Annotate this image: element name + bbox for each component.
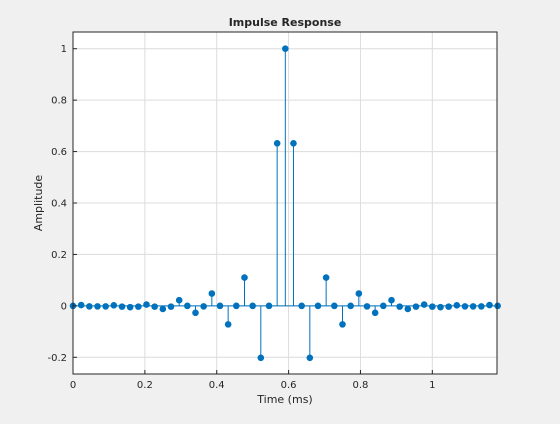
- y-tick-label: 0.4: [51, 199, 67, 210]
- y-tick-label: 0: [61, 301, 67, 312]
- stem-marker: [94, 303, 101, 310]
- stem-marker: [478, 303, 485, 310]
- stem-marker: [77, 301, 85, 309]
- stem-marker: [216, 302, 224, 310]
- stem-marker: [453, 302, 461, 309]
- stem-marker: [420, 301, 428, 308]
- stem-marker: [469, 303, 477, 310]
- x-tick-label: 1: [429, 380, 435, 391]
- stem-marker: [257, 354, 265, 362]
- y-axis-label: Amplitude: [32, 175, 45, 232]
- x-tick-label: 0.4: [209, 380, 225, 391]
- stem-marker: [494, 302, 501, 310]
- y-tick-label: 0.6: [51, 147, 67, 158]
- stem-marker: [184, 302, 191, 310]
- x-tick-label: 0.6: [281, 380, 297, 391]
- stem-marker: [192, 309, 199, 317]
- stem-marker: [445, 303, 452, 310]
- y-tick-label: 0.2: [51, 250, 67, 261]
- stem-marker: [126, 303, 134, 311]
- stem-marker: [224, 321, 232, 328]
- stem-marker: [429, 303, 436, 310]
- stem-marker: [167, 303, 175, 310]
- stem-marker: [461, 303, 469, 310]
- stem-marker: [110, 302, 118, 309]
- stem-marker: [249, 302, 256, 310]
- stem-marker: [380, 302, 387, 310]
- stem-marker: [159, 305, 167, 313]
- stem-marker: [118, 303, 126, 310]
- y-tick-label: -0.2: [47, 353, 67, 364]
- x-tick-label: 0: [70, 380, 76, 391]
- stem-marker: [86, 303, 93, 310]
- stem-marker: [437, 303, 444, 311]
- stem-marker: [298, 302, 305, 310]
- stem-marker: [135, 303, 142, 310]
- stem-marker: [388, 296, 395, 304]
- stem-marker: [306, 354, 314, 362]
- stem-marker: [233, 302, 240, 310]
- stem-marker: [412, 303, 420, 310]
- y-tick-label: 1: [61, 44, 67, 55]
- data-series: [69, 45, 501, 362]
- stem-marker: [322, 274, 330, 281]
- stem-marker: [486, 301, 493, 309]
- x-axis: 0 0.2 0.4 0.6 0.8 1: [70, 370, 436, 391]
- stem-marker: [175, 296, 183, 304]
- stem-marker: [143, 301, 150, 308]
- stem-marker: [396, 303, 403, 310]
- stem-marker: [273, 140, 281, 147]
- x-axis-label: Time (ms): [256, 393, 312, 406]
- stem-marker: [290, 140, 297, 147]
- stem-marker: [265, 302, 273, 310]
- stem-marker: [151, 303, 158, 310]
- stem-marker: [363, 303, 371, 310]
- stem-marker: [404, 305, 412, 313]
- x-tick-label: 0.8: [353, 380, 369, 391]
- x-tick-label: 0.2: [137, 380, 153, 391]
- stem-marker: [331, 302, 338, 310]
- stem-marker: [200, 303, 207, 310]
- stem-marker: [208, 290, 216, 297]
- stem-marker: [355, 290, 363, 297]
- y-tick-label: 0.8: [51, 96, 67, 107]
- stem-marker: [241, 274, 248, 281]
- stem-marker: [347, 302, 354, 310]
- stem-marker: [314, 302, 322, 310]
- stem-marker: [339, 321, 346, 328]
- stem-marker: [371, 309, 379, 317]
- chart-title: Impulse Response: [229, 16, 342, 29]
- stem-marker: [102, 303, 109, 310]
- stem-marker: [282, 45, 289, 53]
- y-axis: -0.2 0 0.2 0.4 0.6 0.8 1: [47, 44, 77, 364]
